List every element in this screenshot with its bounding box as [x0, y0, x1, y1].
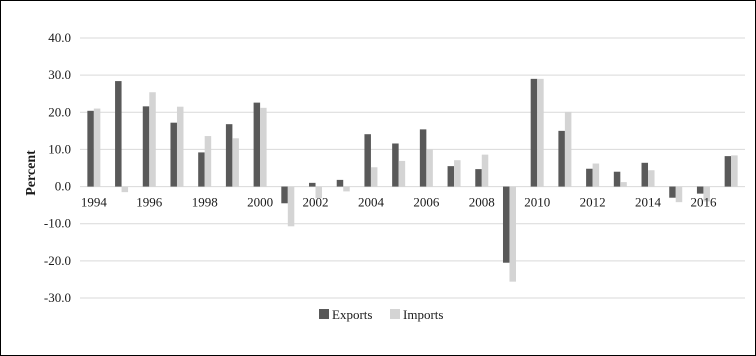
bar-imports-2006: [426, 149, 433, 187]
bar-exports-1997: [170, 122, 177, 187]
y-tick-label: -30.0: [44, 290, 71, 305]
bar-exports-2004: [364, 134, 371, 187]
bar-imports-1995: [121, 186, 129, 193]
bar-imports-2009: [509, 186, 516, 282]
bar-exports-2007: [447, 166, 455, 187]
bar-exports-1999: [225, 124, 233, 187]
legend-swatch-imports: [390, 309, 400, 319]
x-tick-label: 2000: [247, 195, 273, 210]
bar-imports-2007: [454, 160, 461, 187]
y-tick-label: -10.0: [44, 216, 71, 231]
bar-imports-2010: [537, 78, 544, 187]
legend-label-imports: Imports: [403, 307, 443, 322]
bar-imports-2016: [703, 186, 710, 202]
bar-imports-2011: [564, 111, 572, 187]
bar-exports-2000: [253, 102, 261, 187]
bar-exports-1996: [142, 106, 150, 187]
bar-imports-2005: [398, 160, 406, 187]
y-tick-label: -20.0: [44, 253, 71, 268]
bar-exports-2013: [613, 171, 621, 187]
y-tick-label: 20.0: [48, 104, 71, 119]
legend-label-exports: Exports: [332, 307, 372, 322]
bar-imports-2013: [620, 182, 627, 187]
bar-exports-1998: [198, 152, 205, 187]
bar-imports-2017: [731, 155, 738, 187]
x-axis-ticks: 1994 1996 1998 2000 2002 2004 2006 2008 2010 2012…: [81, 195, 717, 210]
y-tick-label: 10.0: [48, 141, 71, 156]
bar-exports-2010: [530, 78, 538, 187]
bar-exports-2017: [724, 156, 732, 187]
bar-imports-2001: [287, 186, 295, 227]
x-tick-label: 2008: [469, 195, 495, 210]
bars: [87, 78, 738, 282]
x-tick-label: 1998: [192, 195, 218, 210]
bar-exports-2001: [281, 186, 288, 204]
x-tick-label: 2014: [635, 195, 662, 210]
bar-imports-1994: [93, 108, 101, 187]
bar-imports-2012: [592, 163, 600, 187]
x-tick-label: 2006: [413, 195, 440, 210]
bar-imports-2002: [315, 186, 323, 199]
bar-exports-2014: [641, 162, 649, 187]
x-tick-label: 2004: [358, 195, 385, 210]
y-axis-label: Percent: [24, 150, 39, 196]
x-tick-label: 1996: [136, 195, 163, 210]
bar-exports-2016: [696, 186, 704, 194]
legend: Exports Imports: [319, 307, 443, 322]
bar-imports-2008: [481, 154, 489, 187]
bar-exports-2009: [502, 186, 510, 263]
bar-imports-1997: [176, 106, 184, 187]
bar-imports-2015: [675, 186, 683, 203]
bar-exports-2012: [586, 168, 593, 187]
bar-imports-2003: [343, 186, 350, 192]
bar-exports-2015: [669, 186, 676, 198]
x-tick-label: 2016: [690, 195, 717, 210]
bar-imports-2014: [648, 170, 655, 187]
y-axis-ticks: 40.0 30.0 20.0 10.0 0.0 -10.0 -20.0 -30.0: [44, 30, 71, 305]
bar-imports-2000: [260, 107, 267, 187]
bar-exports-2005: [392, 143, 399, 187]
x-tick-label: 2010: [524, 195, 550, 210]
bar-exports-2003: [336, 179, 344, 187]
bar-imports-1999: [232, 138, 239, 187]
bar-imports-1996: [149, 92, 156, 187]
gridlines: [80, 37, 745, 299]
bar-imports-2004: [370, 167, 378, 187]
bar-exports-1994: [87, 110, 94, 187]
x-tick-label: 2012: [580, 195, 606, 210]
y-tick-label: 0.0: [55, 179, 71, 194]
legend-swatch-exports: [319, 309, 329, 319]
x-tick-label: 1994: [81, 195, 108, 210]
x-tick-label: 2002: [303, 195, 329, 210]
bar-exports-1995: [115, 81, 122, 187]
bar-exports-2006: [419, 129, 427, 187]
bar-exports-2011: [558, 130, 565, 187]
bar-imports-1998: [204, 136, 212, 187]
bar-exports-2008: [475, 169, 482, 187]
bar-exports-2002: [309, 182, 316, 187]
y-tick-label: 30.0: [48, 67, 71, 82]
y-tick-label: 40.0: [48, 30, 71, 45]
